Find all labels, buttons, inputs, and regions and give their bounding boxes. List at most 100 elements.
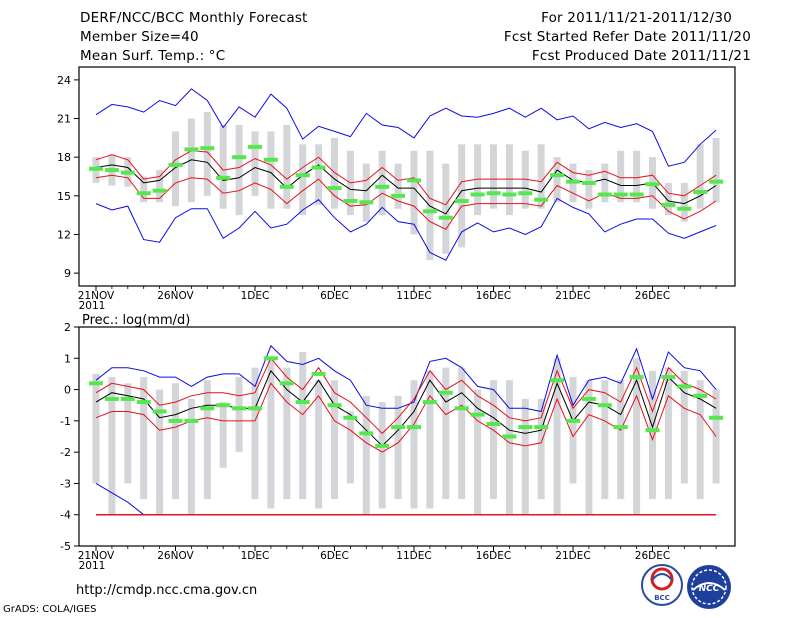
prec-box-32 [601, 380, 609, 500]
prec-obs-marker-24 [470, 412, 485, 417]
temp-obs-marker-17 [359, 200, 374, 205]
temp-obs-marker-37 [677, 206, 692, 211]
prec-obs-marker-5 [168, 418, 183, 423]
prec-box-0 [92, 373, 100, 484]
prec-box-36 [664, 367, 672, 500]
prec-obs-marker-20 [407, 425, 421, 430]
prec-ytick-label-2: 2 [64, 321, 71, 334]
prec-box-20 [410, 380, 418, 509]
temp-obs-marker-5 [168, 162, 183, 167]
forecast-started-date: Fcst Started Refer Date 2011/11/20 [503, 29, 751, 45]
temp-obs-marker-1 [104, 168, 119, 173]
temp-box-6 [187, 118, 195, 203]
temp-obs-marker-3 [136, 191, 151, 196]
prec-box-1 [108, 377, 116, 515]
temp-obs-marker-22 [438, 215, 453, 220]
temp-box-33 [617, 150, 625, 203]
prec-ytick-label--4: -4 [60, 509, 71, 522]
temp-obs-marker-12 [279, 184, 294, 189]
prec-obs-marker-28 [534, 425, 549, 430]
temp-obs-marker-38 [693, 189, 708, 194]
prec-plot-frame [78, 326, 736, 547]
prec-outer-high-line [95, 344, 717, 413]
temp-box-23 [458, 144, 466, 248]
prec-box-11 [267, 358, 275, 509]
prec-box-6 [187, 398, 195, 515]
prec-ytick-label--5: -5 [60, 540, 71, 553]
temp-inner-high-line [95, 150, 717, 206]
prec-obs-marker-29 [550, 378, 565, 383]
temp-obs-marker-4 [152, 188, 167, 193]
prec-ytick-label--3: -3 [60, 477, 71, 490]
temp-ytick-label-12: 12 [57, 228, 71, 241]
prec-box-17 [362, 395, 370, 515]
temp-box-8 [219, 124, 227, 209]
temp-xtick-label-21NOV: 21NOV [78, 290, 115, 302]
chart-title: DERF/NCC/BCC Monthly Forecast [80, 10, 308, 26]
prec-obs-marker-17 [359, 431, 374, 436]
temp-xtick-label-6DEC: 6DEC [320, 290, 349, 302]
temp-outer-high-line [95, 88, 717, 167]
prec-obs-marker-9 [232, 406, 247, 411]
temp-box-13 [299, 144, 307, 216]
temp-box-34 [633, 150, 641, 203]
temp-obs-marker-9 [232, 155, 247, 160]
prec-obs-marker-30 [566, 418, 580, 423]
prec-obs-marker-36 [661, 375, 676, 380]
temp-box-24 [474, 144, 482, 216]
temp-obs-marker-36 [661, 202, 676, 207]
prec-obs-marker-8 [216, 403, 231, 408]
prec-obs-marker-33 [613, 425, 628, 430]
prec-obs-marker-15 [327, 403, 342, 408]
prec-box-33 [617, 380, 625, 500]
temp-obs-marker-34 [629, 192, 644, 197]
prec-ytick-label-0: 0 [64, 384, 71, 397]
temp-obs-marker-2 [120, 170, 135, 175]
temp-box-32 [601, 163, 609, 203]
temp-obs-marker-39 [709, 179, 724, 184]
temp-box-36 [664, 182, 672, 216]
prec-box-2 [124, 383, 132, 484]
temp-obs-marker-27 [518, 191, 533, 196]
prec-box-14 [315, 380, 323, 509]
temp-box-17 [362, 163, 370, 222]
prec-obs-marker-25 [486, 421, 501, 426]
temp-obs-marker-28 [534, 197, 549, 202]
prec-ytick-label--2: -2 [60, 446, 71, 459]
prec-obs-marker-23 [454, 406, 469, 411]
temp-ytick-label-9: 9 [64, 267, 71, 280]
temp-box-37 [680, 182, 688, 222]
prec-box-18 [378, 402, 386, 509]
prec-obs-marker-13 [295, 400, 310, 405]
source-url[interactable]: http://cmdp.ncc.cma.gov.cn [76, 583, 258, 598]
bcc-logo-text: BCC [654, 594, 670, 602]
prec-box-23 [458, 367, 466, 500]
temp-xtick-label-26DEC: 26DEC [635, 290, 670, 302]
temp-box-27 [521, 150, 529, 209]
prec-box-31 [585, 380, 593, 515]
prec-box-25 [490, 380, 497, 500]
temp-obs-marker-31 [581, 180, 596, 185]
temp-inner-low-line [95, 174, 717, 230]
temp-box-14 [315, 144, 323, 205]
prec-obs-marker-7 [200, 406, 215, 411]
prec-box-37 [680, 370, 688, 484]
prec-box-12 [283, 367, 291, 500]
prec-ytick-label-1: 1 [64, 352, 71, 365]
temp-box-25 [490, 144, 497, 209]
temp-obs-marker-14 [311, 165, 326, 170]
prec-obs-marker-18 [375, 443, 390, 448]
temp-outer-low-line [95, 197, 717, 261]
prec-box-38 [696, 380, 704, 500]
forecast-produced-date: Fcst Produced Date 2011/11/21 [531, 48, 751, 64]
prec-obs-marker-38 [693, 393, 708, 398]
prec-inner-high-line [95, 357, 717, 435]
temp-obs-marker-26 [502, 192, 517, 197]
prec-box-35 [649, 370, 656, 500]
prec-box-5 [172, 383, 179, 500]
temp-obs-marker-21 [422, 209, 437, 214]
temp-obs-marker-30 [566, 179, 580, 184]
prec-box-24 [474, 389, 482, 515]
prec-box-15 [331, 380, 338, 500]
